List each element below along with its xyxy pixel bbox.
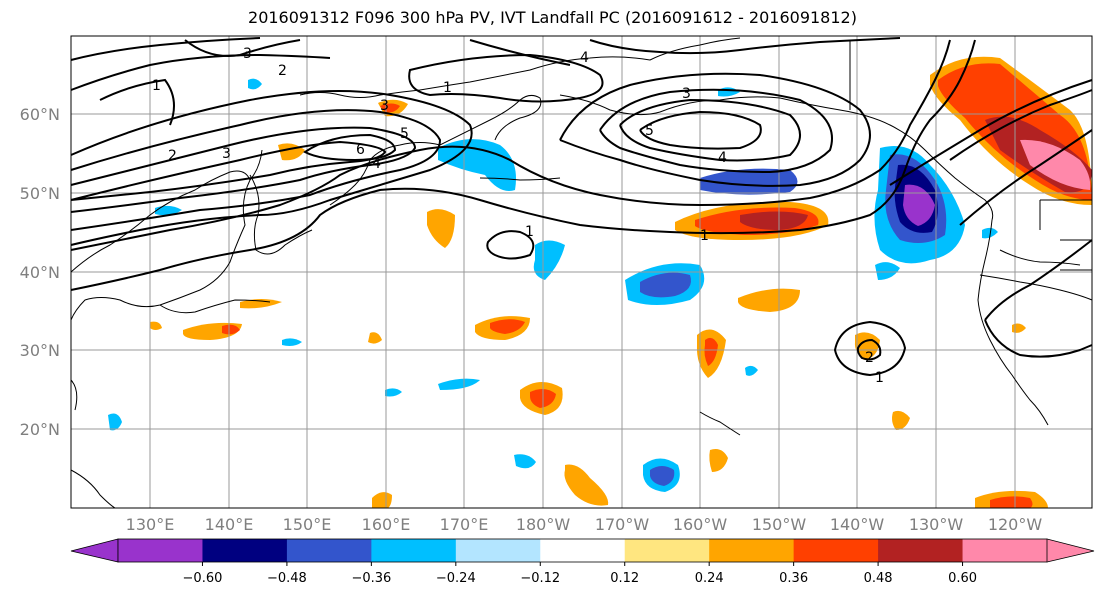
map-panel: 3 2 1 2 3 6 4 5 3 1 5 3 4 1 1 2 1 4 bbox=[70, 35, 1093, 509]
colorbar-segment bbox=[624, 539, 710, 562]
colorbar-segment bbox=[455, 539, 541, 562]
gridlines bbox=[71, 36, 1092, 508]
colorbar-segment bbox=[962, 539, 1048, 562]
colorbar-tick-label: −0.12 bbox=[520, 571, 560, 586]
contour-label: 1 bbox=[700, 228, 709, 244]
lon-label: 160°E bbox=[362, 515, 411, 534]
contour-label: 4 bbox=[372, 156, 381, 172]
colorbar-segment bbox=[709, 539, 795, 562]
colorbar-tick-label: 0.48 bbox=[864, 571, 893, 586]
contour-label: 6 bbox=[356, 142, 365, 158]
colorbar-tick-label: 0.24 bbox=[695, 571, 724, 586]
lat-label: 20°N bbox=[20, 420, 60, 439]
figure-title: 2016091312 F096 300 hPa PV, IVT Landfall… bbox=[248, 8, 857, 27]
contour-labels: 3 2 1 2 3 6 4 5 3 1 5 3 4 1 1 2 1 4 bbox=[152, 46, 884, 386]
colorbar-tick-label: −0.60 bbox=[183, 571, 223, 586]
colorbar-tick-label: 0.60 bbox=[948, 571, 977, 586]
colorbar-segment bbox=[286, 539, 372, 562]
contour-label: 5 bbox=[645, 123, 654, 139]
contour-label: 2 bbox=[278, 63, 287, 79]
contour-label: 3 bbox=[222, 146, 231, 162]
lon-label: 160°W bbox=[673, 515, 728, 534]
contour-label: 1 bbox=[875, 370, 884, 386]
coastlines bbox=[70, 37, 1093, 509]
contour-label: 2 bbox=[168, 148, 177, 164]
lat-label: 50°N bbox=[20, 184, 60, 203]
negative-pc-shading bbox=[108, 78, 998, 492]
contour-label: 1 bbox=[443, 80, 452, 96]
contour-label: 2 bbox=[865, 350, 874, 366]
colorbar-tick-label: −0.48 bbox=[267, 571, 307, 586]
colorbar-over-arrow bbox=[1046, 538, 1095, 563]
colorbar-segment bbox=[202, 539, 288, 562]
colorbar-tick-label: −0.24 bbox=[436, 571, 476, 586]
colorbar-segment bbox=[878, 539, 964, 562]
colorbar-segment bbox=[118, 539, 203, 562]
lon-label: 170°W bbox=[595, 515, 650, 534]
lon-label: 180°W bbox=[516, 515, 571, 534]
colorbar-segment bbox=[540, 539, 626, 562]
contour-label: 5 bbox=[400, 126, 409, 142]
contour-label: 3 bbox=[243, 46, 252, 62]
lon-label: 150°E bbox=[283, 515, 332, 534]
colorbar-under-arrow bbox=[70, 538, 119, 563]
contour-label: 3 bbox=[380, 98, 389, 114]
longitude-labels: 130°E 140°E 150°E 160°E 170°E 180°W 170°… bbox=[126, 515, 1043, 534]
lon-label: 170°E bbox=[440, 515, 489, 534]
lat-label: 30°N bbox=[20, 341, 60, 360]
lat-label: 60°N bbox=[20, 105, 60, 124]
colorbar-segment bbox=[371, 539, 457, 562]
lon-label: 140°W bbox=[830, 515, 885, 534]
colorbar: −0.60 −0.48 −0.36 −0.24 −0.12 0.12 0.24 0.36 0.4… bbox=[70, 538, 1095, 586]
colorbar-tick-label: −0.36 bbox=[351, 571, 391, 586]
colorbar-segment bbox=[793, 539, 879, 562]
contour-label: 1 bbox=[152, 78, 161, 94]
contour-label: 1 bbox=[525, 224, 534, 240]
map-frame bbox=[70, 35, 1093, 509]
lon-label: 120°W bbox=[988, 515, 1043, 534]
colorbar-tick-label: 0.12 bbox=[610, 571, 639, 586]
lon-label: 130°E bbox=[126, 515, 175, 534]
lat-label: 40°N bbox=[20, 263, 60, 282]
latitude-labels: 60°N 50°N 40°N 30°N 20°N bbox=[20, 105, 60, 439]
pv-contours bbox=[70, 37, 1093, 377]
colorbar-tick-label: 0.36 bbox=[779, 571, 808, 586]
contour-label: 3 bbox=[682, 86, 691, 102]
colorbar-frame bbox=[117, 538, 1048, 563]
lon-label: 150°W bbox=[752, 515, 807, 534]
lon-label: 130°W bbox=[909, 515, 964, 534]
lon-label: 140°E bbox=[205, 515, 254, 534]
contour-label: 4 bbox=[718, 150, 727, 166]
contour-label: 4 bbox=[580, 50, 589, 66]
